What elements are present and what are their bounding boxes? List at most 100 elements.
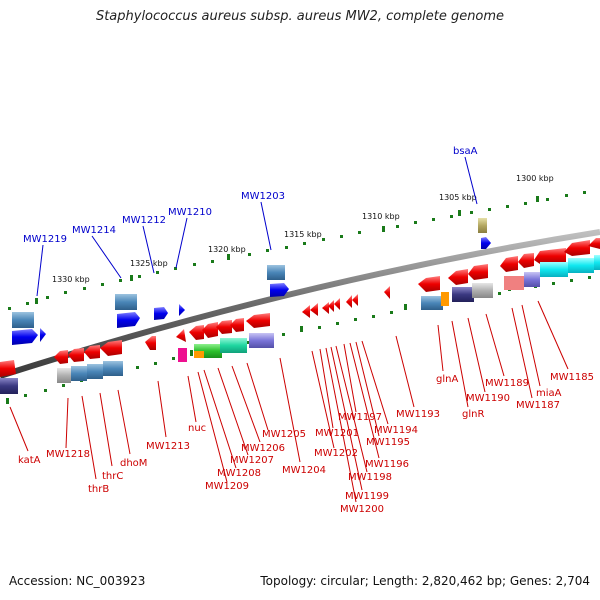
kbp-label: 1330 kbp (52, 275, 90, 284)
gene-label: MW1209 (205, 481, 249, 492)
gene-arrow (468, 264, 488, 280)
outer-tick-ring (8, 191, 586, 310)
gene-block (178, 348, 187, 362)
gene-block (103, 361, 123, 376)
gene-arrow (346, 295, 352, 308)
gene-label: glnA (436, 374, 458, 385)
gene-arrow (202, 322, 218, 338)
gene-label: MW1218 (46, 449, 90, 460)
gene-label: bsaA (453, 146, 478, 157)
gene-label: MW1201 (315, 428, 359, 439)
gene-arrow (384, 286, 390, 299)
gene-block (421, 296, 443, 310)
gene-block (594, 255, 600, 270)
gene-label: MW1187 (516, 400, 560, 411)
gene-arrow (84, 345, 100, 359)
kbp-label: 1300 kbp (516, 174, 554, 183)
kbp-label: 1310 kbp (362, 212, 400, 221)
gene-label: MW1197 (338, 412, 382, 423)
gene-label: MW1194 (374, 425, 418, 436)
gene-arrow (270, 283, 289, 297)
genome-summary-text: Topology: circular; Length: 2,820,462 bp… (260, 574, 590, 588)
gene-block (524, 272, 540, 287)
gene-label: MW1219 (23, 234, 67, 245)
gene-label: MW1193 (396, 409, 440, 420)
kbp-label: 1305 kbp (439, 193, 477, 202)
map-title: Staphylococcus aureus subsp. aureus MW2,… (95, 9, 505, 24)
kbp-scale-labels: 1330 kbp 1325 kbp 1320 kbp 1315 kbp 1310… (52, 174, 554, 284)
gene-label: MW1199 (345, 491, 389, 502)
gene-arrow (588, 238, 600, 249)
kbp-label: 1315 kbp (284, 230, 322, 239)
gene-label: dhoM (120, 458, 147, 469)
gene-arrow (328, 300, 334, 312)
gene-arrow (246, 313, 270, 328)
gene-label: MW1210 (168, 207, 212, 218)
gene-block (115, 294, 137, 310)
gene-arrow (302, 305, 310, 318)
gene-arrow (448, 269, 468, 285)
gene-arrow (564, 240, 590, 256)
gene-block (194, 351, 204, 358)
reverse-label-leaders (9, 300, 569, 503)
gene-label: MW1185 (550, 372, 594, 383)
reverse-gene-labels: katA MW1218 thrB thrC dhoM MW1213 nuc MW… (18, 372, 594, 515)
gene-label: MW1202 (314, 448, 358, 459)
kbp-label: 1325 kbp (130, 259, 168, 268)
gene-block (568, 258, 594, 273)
reverse-strand-genes (0, 238, 600, 394)
gene-block (441, 292, 449, 306)
gene-label: MW1214 (72, 225, 116, 236)
gene-block (71, 366, 87, 381)
gene-block (478, 218, 487, 233)
gene-arrow (40, 328, 46, 342)
gene-label: glnR (462, 409, 484, 420)
gene-block (267, 265, 285, 280)
gene-block (249, 333, 274, 348)
gene-label: MW1189 (485, 378, 529, 389)
gene-label: MW1208 (217, 468, 261, 479)
gene-label: thrB (88, 484, 109, 495)
gene-label: MW1206 (241, 443, 285, 454)
gene-arrow (230, 318, 244, 332)
gene-arrow (334, 298, 340, 310)
gene-arrow (216, 320, 232, 334)
gene-block (540, 262, 568, 277)
gene-arrow (189, 325, 204, 340)
gene-arrow (310, 303, 318, 316)
gene-label: MW1196 (365, 459, 409, 470)
forward-label-leaders (36, 156, 478, 297)
gene-arrow (154, 307, 168, 320)
gene-arrow (518, 253, 534, 268)
gene-arrow (145, 336, 156, 350)
gene-label: miaA (536, 388, 562, 399)
gene-label: MW1204 (282, 465, 326, 476)
gene-arrow (418, 276, 440, 292)
gene-block (220, 338, 247, 353)
gene-block (452, 287, 474, 302)
gene-label: MW1203 (241, 191, 285, 202)
gene-label: MW1205 (262, 429, 306, 440)
gene-arrow (176, 329, 186, 342)
gene-arrow (500, 256, 518, 272)
gene-label: MW1198 (348, 472, 392, 483)
gene-arrow (322, 302, 329, 314)
gene-arrow (534, 248, 566, 264)
gene-label: thrC (102, 471, 123, 482)
gene-label: MW1207 (230, 455, 274, 466)
gene-label: MW1190 (466, 393, 510, 404)
gene-arrow (0, 360, 16, 377)
gene-label: MW1200 (340, 504, 384, 515)
gene-arrow (54, 350, 68, 364)
gene-arrow (117, 312, 140, 328)
accession-text: Accession: NC_003923 (9, 574, 146, 588)
forward-strand-genes (12, 218, 491, 345)
gene-block (87, 364, 103, 379)
gene-label: nuc (188, 423, 206, 434)
kbp-label: 1320 kbp (208, 245, 246, 254)
gene-arrow (68, 348, 84, 362)
gene-arrow (481, 237, 491, 249)
gene-arrow (12, 329, 38, 345)
gene-block (504, 276, 524, 290)
